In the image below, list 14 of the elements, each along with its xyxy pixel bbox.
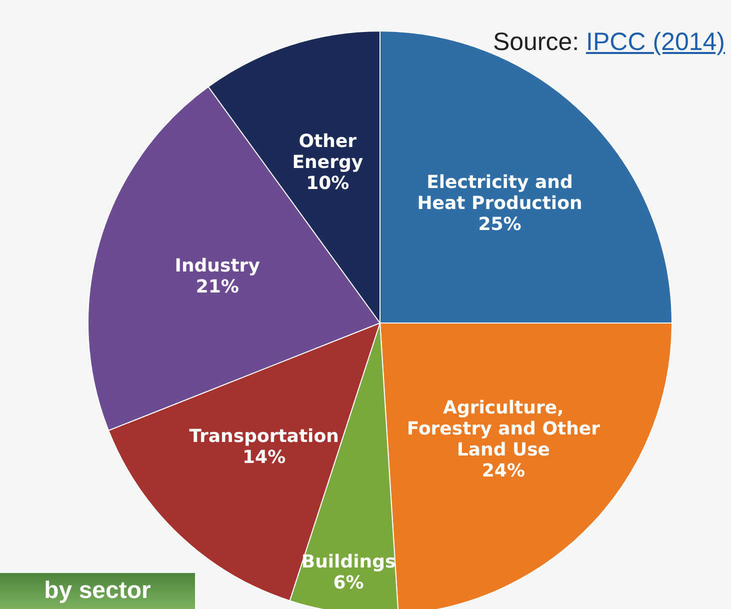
data-label: 21% (196, 276, 239, 297)
data-label: 24% (482, 460, 526, 481)
slice-label: Agriculture, Forestry and Other Land Use (406, 396, 600, 460)
slice-label: Buildings (301, 551, 396, 572)
data-label: 25% (478, 214, 522, 235)
slice-label: Other Energy (292, 130, 364, 172)
slice-label: Electricity and Heat Production (417, 172, 582, 214)
data-label: 14% (242, 446, 286, 468)
slice-label: Transportation (189, 425, 339, 446)
slice-label: Industry (174, 254, 260, 276)
data-label: 10% (306, 172, 350, 194)
source-note: Source: IPCC (2014) (492, 28, 725, 57)
text: by sector (0, 573, 195, 609)
data-label: 6% (333, 572, 364, 594)
